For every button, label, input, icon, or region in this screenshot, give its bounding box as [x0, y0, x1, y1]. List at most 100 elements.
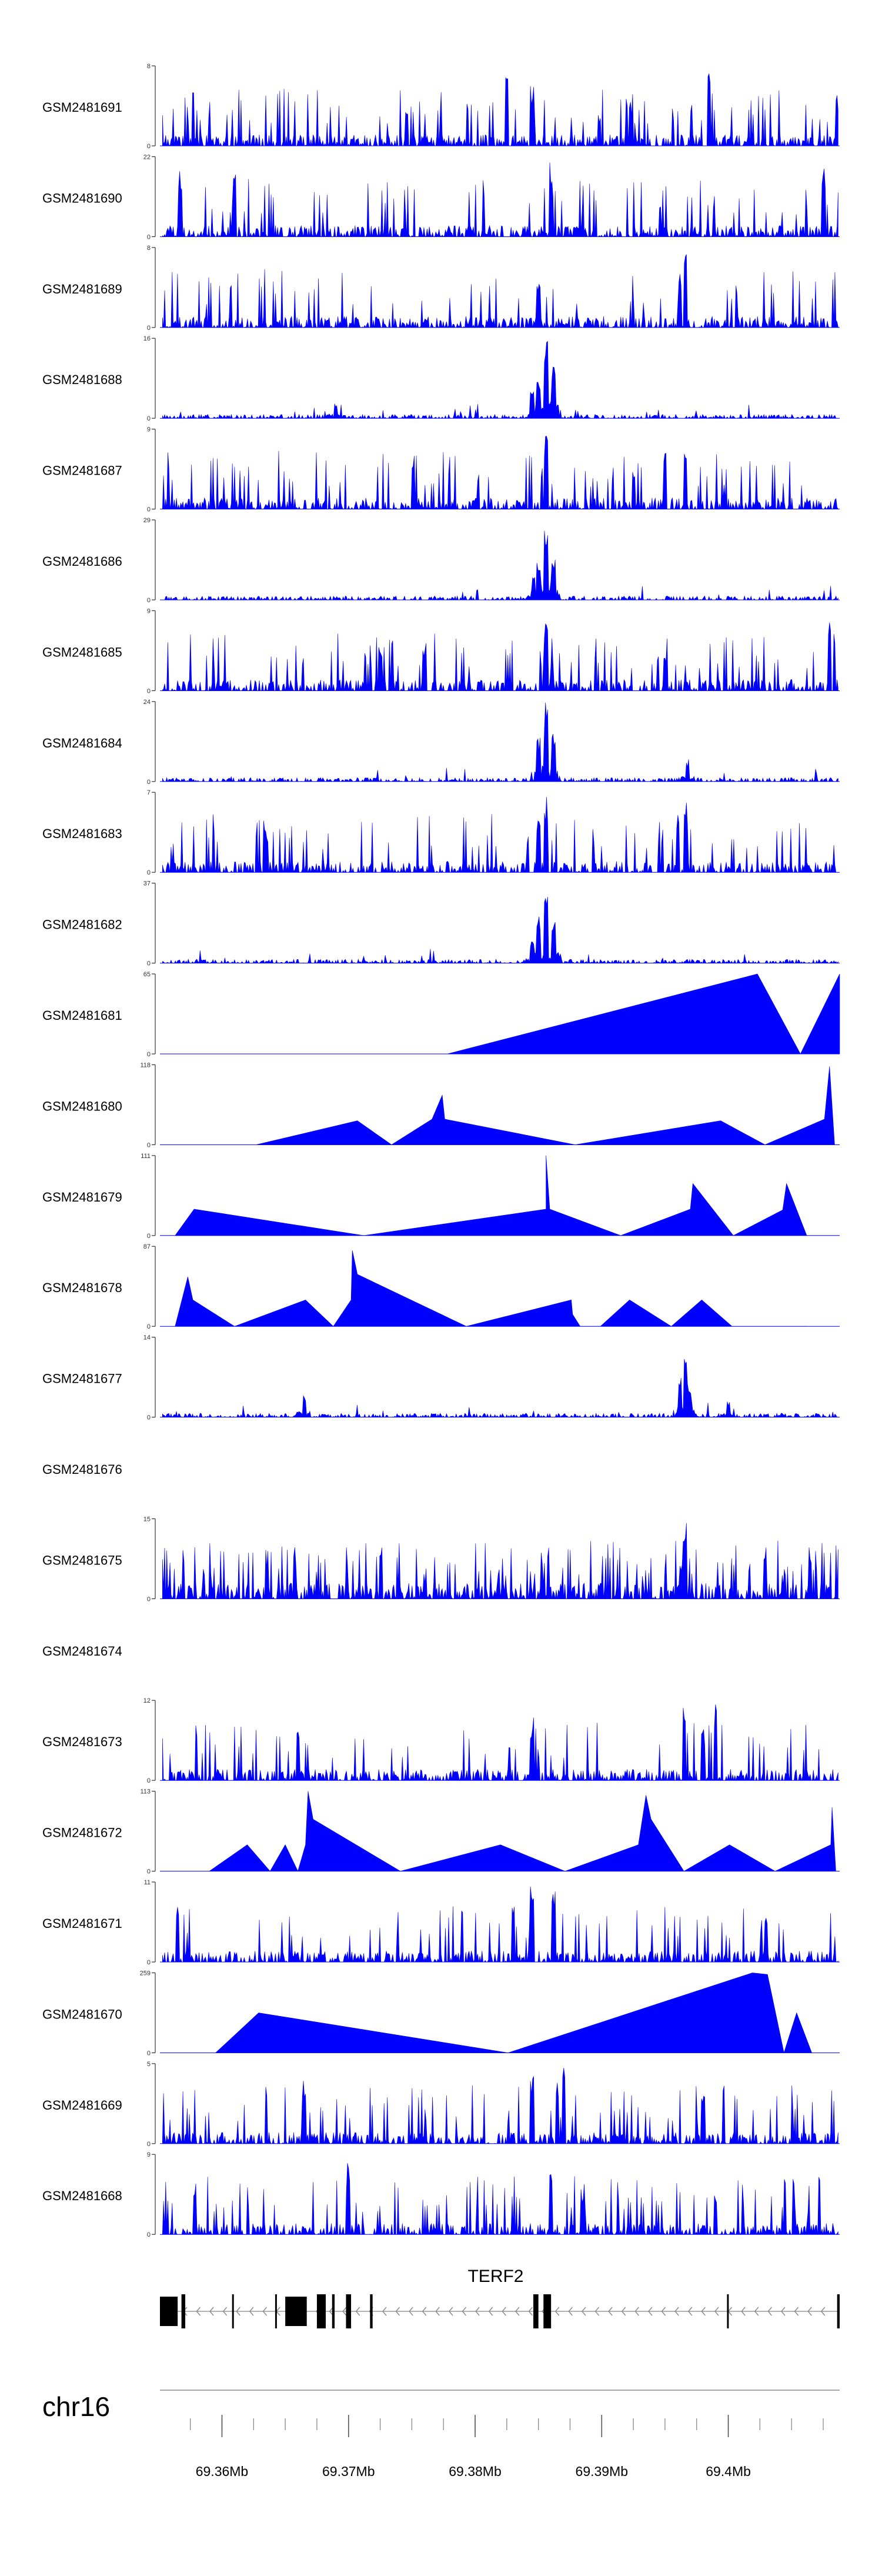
strand-arrow-icon	[249, 2307, 254, 2316]
y-min-tick-label: 0	[147, 1959, 151, 1966]
track-GSM2481670: GSM2481670 259 0	[42, 1970, 840, 2057]
y-min-tick-label: 0	[147, 869, 151, 876]
y-max-tick-label: 9	[147, 426, 151, 433]
coverage-area	[162, 341, 838, 419]
y-max-tick-label: 24	[143, 699, 151, 706]
y-min-tick-label: 0	[147, 143, 151, 150]
y-min-tick-label: 0	[147, 2050, 151, 2057]
strand-arrow-icon	[475, 2307, 480, 2316]
y-min-tick-label: 0	[147, 1142, 151, 1149]
strand-arrow-icon	[222, 2307, 228, 2316]
y-min-tick-label: 0	[147, 1051, 151, 1058]
track-GSM2481684: GSM2481684 24 0	[42, 699, 840, 786]
y-max-tick-label: 113	[140, 1788, 151, 1796]
track-GSM2481673: GSM2481673 12 0	[42, 1697, 840, 1784]
strand-arrow-icon	[767, 2307, 772, 2316]
gene-exon	[346, 2294, 352, 2328]
major-tick-label: 69.39Mb	[576, 2464, 629, 2479]
track-label: GSM2481688	[42, 372, 122, 387]
y-min-tick-label: 0	[147, 1233, 151, 1240]
y-max-tick-label: 65	[143, 971, 151, 978]
y-max-tick-label: 37	[143, 880, 151, 887]
track-label: GSM2481686	[42, 554, 122, 569]
track-GSM2481678: GSM2481678 87 0	[42, 1243, 840, 1330]
track-label: GSM2481689	[42, 282, 122, 296]
track-label: GSM2481668	[42, 2188, 122, 2203]
strand-arrow-icon	[409, 2307, 413, 2316]
strand-arrow-icon	[754, 2307, 759, 2316]
strand-arrow-icon	[582, 2307, 586, 2316]
track-label: GSM2481669	[42, 2098, 122, 2113]
strand-arrow-icon	[528, 2307, 533, 2316]
gene-name-label: TERF2	[467, 2267, 523, 2286]
strand-arrow-icon	[648, 2307, 653, 2316]
strand-arrow-icon	[196, 2307, 201, 2316]
gene-exon	[543, 2294, 552, 2328]
strand-arrow-icon	[382, 2307, 387, 2316]
coverage-area	[162, 622, 838, 692]
coverage-area	[162, 254, 838, 328]
track-label: GSM2481671	[42, 1916, 122, 1931]
track-GSM2481676: GSM2481676	[42, 1462, 122, 1477]
y-min-tick-label: 0	[147, 1596, 151, 1603]
coverage-area	[447, 973, 840, 1055]
gene-exon	[533, 2294, 539, 2328]
major-tick-label: 69.36Mb	[196, 2464, 249, 2479]
strand-arrow-icon	[514, 2307, 520, 2316]
strand-arrow-icon	[807, 2307, 812, 2316]
y-min-tick-label: 0	[147, 1323, 151, 1330]
y-max-tick-label: 111	[141, 1153, 151, 1160]
y-min-tick-label: 0	[147, 325, 151, 332]
strand-arrow-icon	[462, 2307, 467, 2316]
track-GSM2481675: GSM2481675 15 0	[42, 1516, 840, 1603]
track-GSM2481682: GSM2481682 37 0	[42, 880, 840, 967]
track-label: GSM2481681	[42, 1008, 122, 1023]
coverage-area	[162, 1359, 838, 1418]
y-min-tick-label: 0	[147, 506, 151, 513]
y-min-tick-label: 0	[147, 688, 151, 695]
gene-exon	[285, 2297, 307, 2326]
y-min-tick-label: 0	[147, 1868, 151, 1876]
y-min-tick-label: 0	[147, 233, 151, 241]
y-max-tick-label: 5	[147, 2061, 151, 2068]
y-max-tick-label: 29	[143, 517, 151, 524]
y-max-tick-label: 87	[143, 1243, 151, 1250]
coverage-area	[209, 1791, 836, 1872]
track-GSM2481685: GSM2481685 9 0	[42, 608, 840, 695]
track-GSM2481681: GSM2481681 65 0	[42, 971, 840, 1058]
track-label: GSM2481670	[42, 2007, 122, 2021]
strand-arrow-icon	[820, 2307, 826, 2316]
track-GSM2481674: GSM2481674	[42, 1644, 122, 1659]
y-max-tick-label: 8	[147, 63, 151, 70]
track-GSM2481683: GSM2481683 7 0	[42, 789, 840, 876]
strand-arrow-icon	[329, 2307, 333, 2316]
coverage-area	[215, 1973, 813, 2054]
track-label: GSM2481683	[42, 826, 122, 841]
strand-arrow-icon	[448, 2307, 453, 2316]
y-max-tick-label: 259	[140, 1970, 151, 1977]
y-min-tick-label: 0	[147, 960, 151, 967]
y-max-tick-label: 9	[147, 608, 151, 615]
strand-arrow-icon	[554, 2307, 560, 2316]
coverage-area	[162, 162, 838, 238]
track-label: GSM2481677	[42, 1372, 122, 1386]
y-min-tick-label: 0	[147, 779, 151, 786]
track-GSM2481689: GSM2481689 8 0	[42, 245, 840, 332]
y-max-tick-label: 15	[143, 1516, 151, 1523]
strand-arrow-icon	[209, 2307, 214, 2316]
major-tick-label: 69.38Mb	[449, 2464, 502, 2479]
track-label: GSM2481673	[42, 1734, 122, 1749]
strand-arrow-icon	[568, 2307, 573, 2316]
strand-arrow-icon	[741, 2307, 746, 2316]
strand-arrow-icon	[701, 2307, 706, 2316]
strand-arrow-icon	[621, 2307, 626, 2316]
strand-arrow-icon	[608, 2307, 613, 2316]
strand-arrow-icon	[355, 2307, 360, 2316]
gene-exon	[727, 2294, 729, 2328]
strand-arrow-icon	[342, 2307, 347, 2316]
track-label: GSM2481682	[42, 917, 122, 932]
track-GSM2481688: GSM2481688 16 0	[42, 335, 840, 422]
y-max-tick-label: 14	[143, 1334, 151, 1342]
y-max-tick-label: 8	[147, 245, 151, 252]
